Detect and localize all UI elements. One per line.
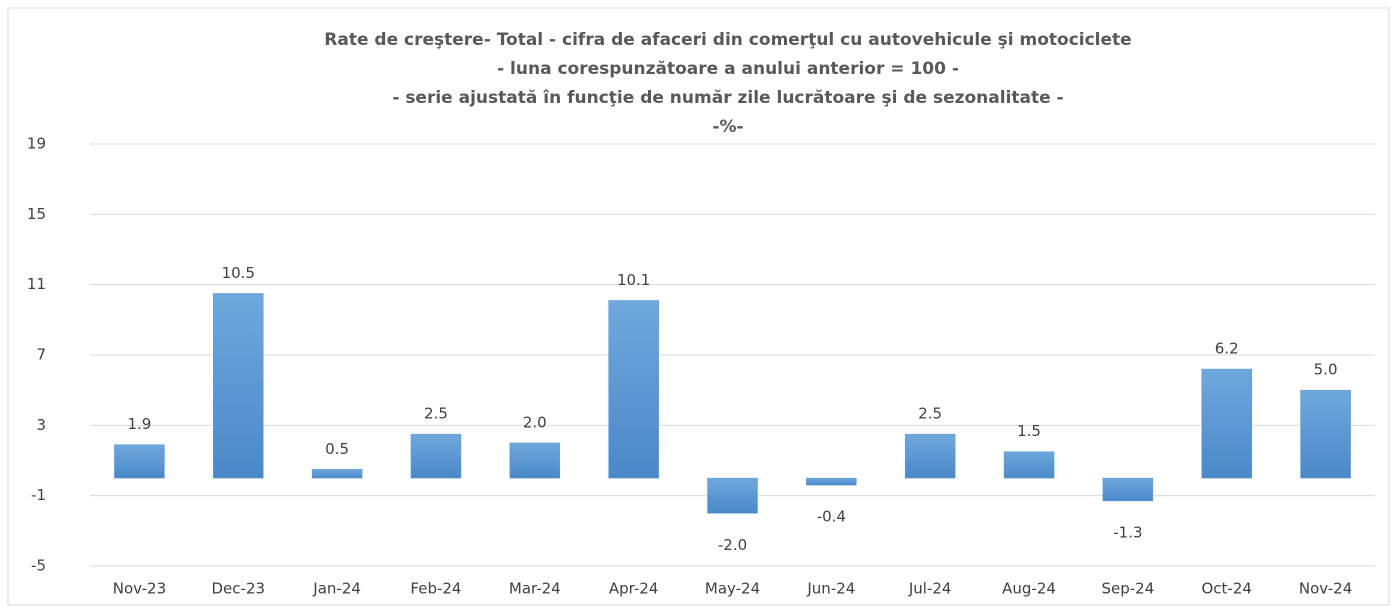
y-tick-label: 19 [27, 135, 46, 153]
y-tick-label: -1 [31, 486, 46, 504]
value-label: -2.0 [718, 536, 747, 554]
chart-title: - serie ajustată în funcţie de număr zil… [392, 88, 1063, 108]
x-tick-label: Apr-24 [609, 580, 659, 598]
chart-title: - luna corespunzătoare a anului anterior… [497, 59, 959, 79]
y-tick-label: 3 [36, 416, 46, 434]
value-label: 6.2 [1215, 340, 1239, 358]
x-tick-label: Jul-24 [908, 580, 952, 598]
value-label: 10.1 [617, 271, 650, 289]
value-label: 2.5 [424, 405, 448, 423]
bar [410, 433, 462, 479]
value-label: 10.5 [222, 264, 255, 282]
x-tick-label: Mar-24 [509, 580, 561, 598]
value-label: -1.3 [1113, 523, 1142, 541]
value-label: 1.5 [1017, 422, 1041, 440]
chart-title: Rate de creştere- Total - cifra de aface… [324, 30, 1131, 50]
bar [1102, 477, 1154, 502]
value-label: 2.5 [918, 405, 942, 423]
bar [509, 442, 561, 479]
x-tick-label: Nov-23 [113, 580, 166, 598]
x-tick-label: Nov-24 [1299, 580, 1352, 598]
x-tick-label: Oct-24 [1202, 580, 1252, 598]
x-tick-label: Jun-24 [806, 580, 855, 598]
bar [1201, 368, 1252, 479]
bar [608, 300, 659, 479]
bar [1300, 389, 1351, 479]
bar [213, 293, 264, 479]
y-tick-label: -5 [31, 557, 46, 575]
bar [707, 477, 758, 514]
x-tick-label: Dec-23 [212, 580, 266, 598]
bar [806, 477, 857, 486]
x-tick-label: Jan-24 [312, 580, 361, 598]
value-label: -0.4 [817, 508, 846, 526]
x-tick-label: Feb-24 [410, 580, 461, 598]
y-tick-label: 11 [27, 275, 46, 293]
bar [904, 433, 956, 479]
bar [1003, 451, 1055, 479]
chart-title: -%- [712, 117, 743, 137]
value-label: 5.0 [1314, 361, 1338, 379]
bar [114, 444, 165, 479]
x-tick-label: Aug-24 [1002, 580, 1056, 598]
bar [311, 469, 363, 479]
y-tick-label: 7 [36, 346, 46, 364]
value-label: 0.5 [325, 440, 349, 458]
value-label: 2.0 [523, 413, 547, 431]
x-tick-label: May-24 [705, 580, 760, 598]
value-label: 1.9 [127, 415, 151, 433]
y-tick-label: 15 [27, 205, 46, 223]
x-tick-label: Sep-24 [1101, 580, 1154, 598]
